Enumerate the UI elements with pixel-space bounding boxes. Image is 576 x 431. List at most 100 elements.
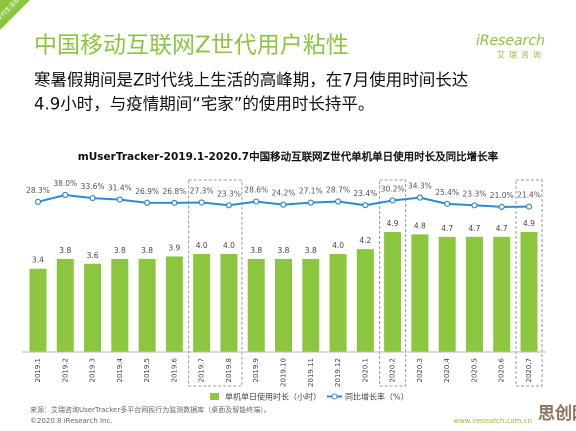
x-tick-label: 2019.11 xyxy=(307,358,315,387)
bar-label: 4.0 xyxy=(332,241,344,250)
x-tick-label: 2019.7 xyxy=(198,358,206,383)
line-point xyxy=(144,199,151,206)
line-point xyxy=(444,200,451,207)
bar xyxy=(220,254,238,352)
bar xyxy=(384,231,402,352)
line-label: 26.9% xyxy=(135,187,159,196)
subtitle-line: 寒暑假期间是Z时代线上生活的高峰期，在7月使用时间长达 xyxy=(34,71,468,90)
site: www.iresearch.com.cn xyxy=(453,417,532,425)
bar xyxy=(275,258,292,352)
line-point xyxy=(416,194,423,201)
x-tick-label: 2020.6 xyxy=(498,357,506,382)
line-point xyxy=(280,201,287,208)
line-label: 25.4% xyxy=(435,188,459,197)
bar-label: 4.8 xyxy=(414,221,426,230)
line-point xyxy=(171,199,178,206)
legend-swatch xyxy=(331,393,338,400)
line-label: 28.3% xyxy=(26,186,50,195)
x-tick-label: 2019.1 xyxy=(34,358,42,383)
line-label: 26.8% xyxy=(162,187,186,196)
line-label: 23.4% xyxy=(353,189,377,198)
line-point xyxy=(334,198,342,205)
bar-label: 3.4 xyxy=(32,256,44,265)
watermark: 思创网 xyxy=(538,403,576,424)
line-label: 31.4% xyxy=(108,184,132,193)
bar-label: 3.8 xyxy=(250,246,262,255)
bar-label: 4.2 xyxy=(359,236,371,245)
line-label: 33.6% xyxy=(81,182,105,191)
line-point xyxy=(389,197,396,204)
bar-label: 3.6 xyxy=(87,251,99,260)
bar xyxy=(29,268,47,352)
x-tick-label: 2020.7 xyxy=(525,358,533,383)
bar-label: 4.7 xyxy=(496,224,508,233)
highlight-box xyxy=(379,179,407,387)
subtitle-line: 4.9小时，与疫情期间“宅家”的使用时长持平。 xyxy=(34,95,374,114)
x-tick-label: 2019.9 xyxy=(252,358,260,383)
line-point xyxy=(307,199,314,206)
highlight-box xyxy=(515,179,543,387)
line-point xyxy=(198,199,205,206)
x-tick-label: 2020.5 xyxy=(470,358,478,383)
line-point xyxy=(89,194,96,202)
x-tick-label: 2020.2 xyxy=(389,358,397,383)
line-point xyxy=(498,203,505,210)
bar xyxy=(111,258,129,352)
copyright: ©2020.8 iResearch Inc. xyxy=(30,417,113,425)
logo-sub: 艾瑞咨询 xyxy=(497,50,545,60)
line-point xyxy=(62,191,69,199)
line-point xyxy=(34,198,42,205)
line-point xyxy=(525,203,533,210)
bar xyxy=(247,258,265,352)
line-label: 28.6% xyxy=(244,186,268,195)
legend-label: 单机单日使用时长（小时） xyxy=(225,392,321,402)
x-tick-label: 2019.6 xyxy=(170,357,178,382)
bar-label: 3.8 xyxy=(59,246,71,255)
x-tick-label: 2020.3 xyxy=(416,358,424,383)
x-tick-label: 2020.4 xyxy=(443,357,451,382)
bar-label: 3.9 xyxy=(168,243,180,252)
line-label: 23.3% xyxy=(463,189,487,198)
x-tick-label: 2020.1 xyxy=(361,358,369,383)
line-label: 21.0% xyxy=(490,191,514,200)
bar xyxy=(84,263,102,352)
line-label: 24.2% xyxy=(272,189,296,198)
bar xyxy=(329,254,347,352)
corner-tag-bg xyxy=(0,0,30,30)
bar xyxy=(493,236,511,352)
line-point xyxy=(253,198,260,205)
bar xyxy=(138,258,156,352)
legend-label: 同比增长率（%） xyxy=(345,392,409,402)
source: 来源：艾瑞咨询UserTracker多平台网民行为监测数据库（桌面及智能终端）。 xyxy=(30,405,271,414)
line-label: 38.0% xyxy=(53,179,77,188)
line-label: 27.1% xyxy=(299,187,323,196)
x-tick-label: 2019.2 xyxy=(61,358,69,383)
line-point xyxy=(362,202,369,209)
bar xyxy=(438,236,456,352)
x-tick-label: 2019.10 xyxy=(280,358,288,387)
bar-label: 4.7 xyxy=(441,224,453,233)
line-label: 34.3% xyxy=(408,182,432,191)
bar-label: 3.8 xyxy=(278,246,290,255)
line-label: 30.2% xyxy=(381,184,405,193)
x-tick-label: 2019.12 xyxy=(334,358,342,387)
x-tick-label: 2019.5 xyxy=(143,358,151,383)
bar xyxy=(193,254,211,352)
line-label: 23.3% xyxy=(217,189,241,198)
line-label: 28.7% xyxy=(326,186,350,195)
bar-label: 4.0 xyxy=(196,241,208,250)
bar-label: 4.0 xyxy=(223,241,235,250)
bar xyxy=(465,236,483,352)
x-tick-label: 2019.8 xyxy=(225,358,233,383)
line-point xyxy=(225,202,233,209)
bar-label: 3.8 xyxy=(114,246,126,255)
chart-title: mUserTracker-2019.1-2020.7中国移动互联网Z世代单机单日… xyxy=(78,150,499,163)
bar-label: 4.9 xyxy=(387,219,399,228)
x-tick-label: 2019.4 xyxy=(116,357,124,382)
line-point xyxy=(116,196,123,203)
legend-swatch xyxy=(210,393,219,400)
bar xyxy=(356,249,374,352)
line-label: 21.4% xyxy=(517,191,541,200)
x-tick-label: 2019.3 xyxy=(89,358,97,383)
